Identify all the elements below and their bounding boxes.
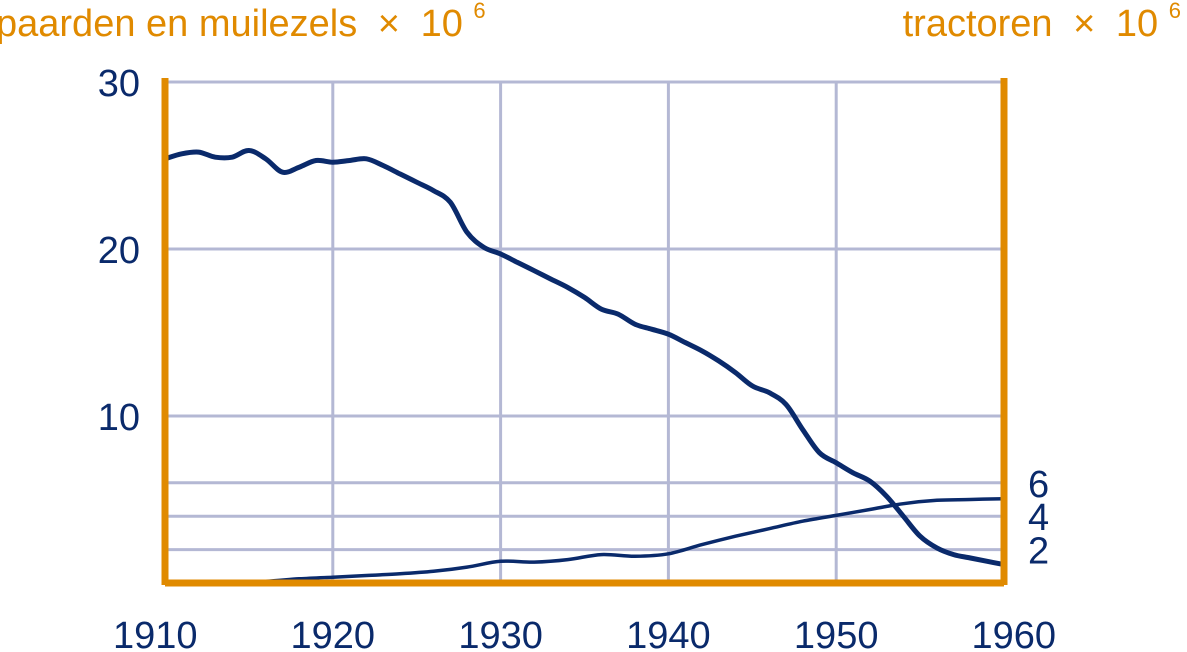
left-tick-label-20: 20 xyxy=(98,230,140,272)
horses-mules-line xyxy=(162,148,1007,568)
x-tick-label-1910: 1910 xyxy=(113,615,198,652)
x-tick-label-1960: 1960 xyxy=(971,615,1056,652)
left-tick-label-10: 10 xyxy=(98,397,140,439)
left-tick-label-30: 30 xyxy=(98,63,140,105)
series-layer xyxy=(162,148,1007,585)
left-axis-title: paarden en muilezels × 10 6 xyxy=(0,0,486,45)
right-tick-label-6: 6 xyxy=(1028,464,1049,506)
tractors-line xyxy=(163,496,1006,585)
tick-labels: 1910 1920 1930 1940 1950 1960 10 20 30 246 xyxy=(98,63,1056,652)
x-tick-label-1920: 1920 xyxy=(291,615,376,652)
x-tick-label-1940: 1940 xyxy=(626,615,711,652)
left-axis-scale-base: 10 xyxy=(421,3,463,45)
x-tick-label-1950: 1950 xyxy=(794,615,879,652)
right-axis-title: tractoren × 10 6 xyxy=(903,0,1181,45)
right-axis-label: tractoren xyxy=(903,3,1053,45)
plot-frame xyxy=(161,78,1008,587)
left-axis-scale-exponent: 6 xyxy=(473,0,485,23)
right-axis-scale-sign: × xyxy=(1073,3,1095,45)
right-tick-label-2: 2 xyxy=(1028,531,1049,573)
right-tick-label-4: 4 xyxy=(1028,497,1049,539)
left-axis-label: paarden en muilezels xyxy=(0,3,357,45)
left-axis-scale-sign: × xyxy=(378,3,400,45)
x-tick-label-1930: 1930 xyxy=(458,615,543,652)
right-axis-scale-exponent: 6 xyxy=(1169,0,1181,23)
right-axis-scale-base: 10 xyxy=(1116,3,1158,45)
